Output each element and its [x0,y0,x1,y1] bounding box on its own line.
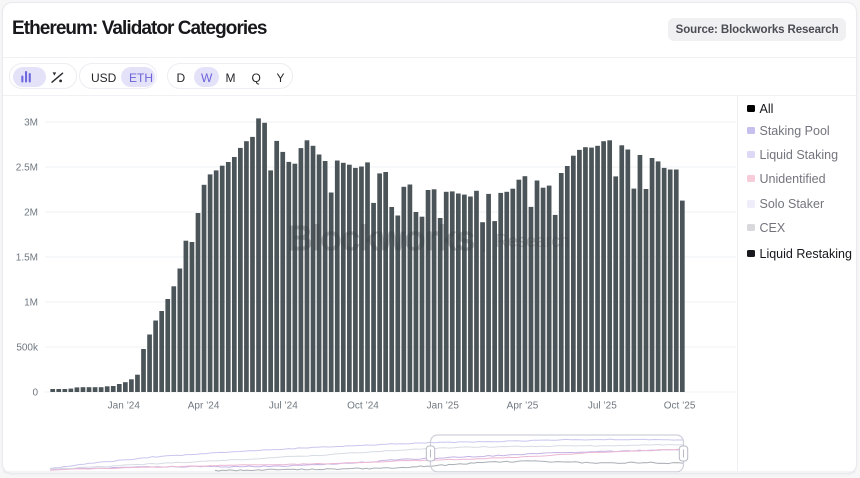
svg-text:Research: Research [495,231,570,251]
svg-text:Oct ’24: Oct ’24 [347,401,379,412]
svg-text:Blockworks: Blockworks [287,218,475,259]
svg-text:3M: 3M [24,118,38,129]
svg-text:0: 0 [32,388,38,399]
svg-text:Jan ’25: Jan ’25 [427,401,460,412]
svg-text:Apr ’25: Apr ’25 [507,401,539,412]
svg-text:Jul ’25: Jul ’25 [588,401,617,412]
svg-text:1M: 1M [24,298,38,309]
svg-text:2M: 2M [24,208,38,219]
svg-text:Apr ’24: Apr ’24 [188,401,220,412]
svg-text:Jul ’24: Jul ’24 [269,401,298,412]
svg-text:500k: 500k [16,343,39,354]
svg-text:1.5M: 1.5M [16,253,38,264]
svg-text:Jan ’24: Jan ’24 [108,401,141,412]
svg-text:Oct ’25: Oct ’25 [664,401,696,412]
svg-text:2.5M: 2.5M [16,163,38,174]
